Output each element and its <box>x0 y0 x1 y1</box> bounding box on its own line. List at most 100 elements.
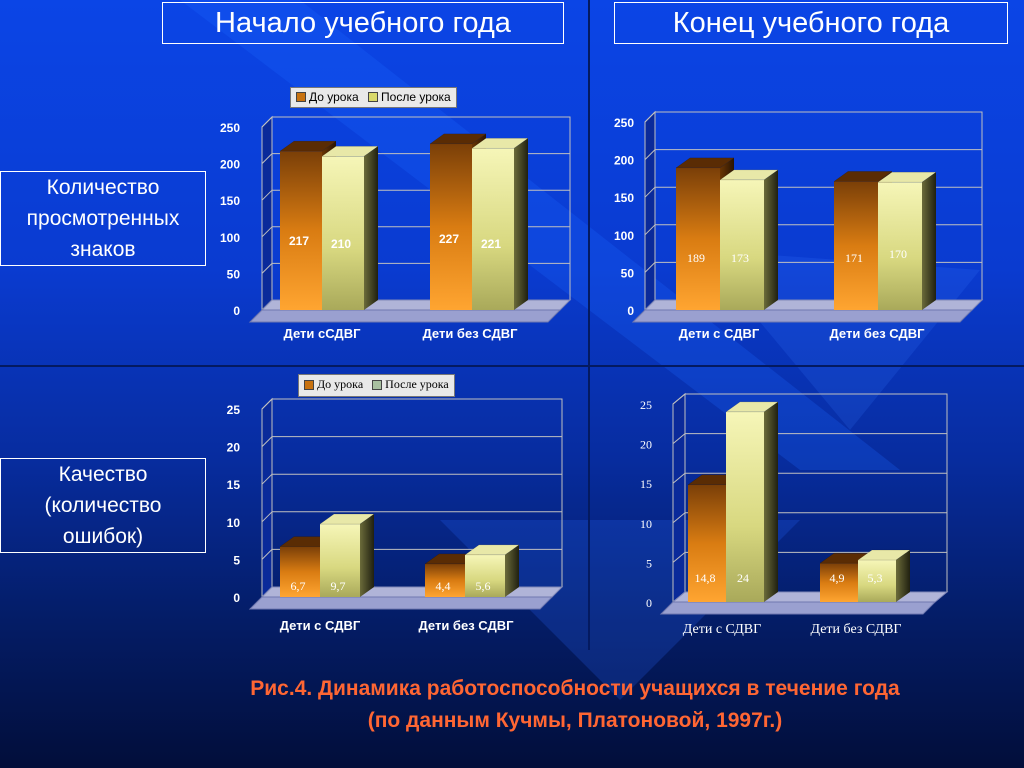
row-label-quality-line1: Качество <box>58 463 148 486</box>
chart2-y-tick-label: 150 <box>614 191 634 205</box>
chart2-data-label: 173 <box>731 251 749 265</box>
chart2-bar-side <box>764 169 778 310</box>
chart3-grid-diag <box>261 436 273 447</box>
chart1-y-tick-label: 0 <box>233 304 240 318</box>
chart4-y-tick-label: 15 <box>640 477 652 491</box>
row-label-count-line1: Количество <box>46 176 160 199</box>
chart3-y-tick-label: 10 <box>227 516 241 530</box>
chart1-category-label: Дети сСДВГ <box>284 326 362 341</box>
chart4-grid-diag <box>672 512 686 524</box>
chart3-y-tick-label: 20 <box>227 441 241 455</box>
chart3-grid-diag <box>261 549 273 560</box>
chart2-y-tick-label: 100 <box>614 229 634 243</box>
legend-label-after: После урока <box>381 90 451 104</box>
chart3-y-tick-label: 5 <box>233 553 240 567</box>
chart4-left-wall <box>672 392 686 604</box>
chart4-bar <box>726 411 764 602</box>
row-label-count-line2: просмотренных <box>26 207 180 230</box>
chart2-grid-diag <box>644 186 656 198</box>
chart2-bar <box>720 179 764 310</box>
horizontal-divider <box>0 365 1024 367</box>
chart1-bar-top <box>321 146 379 157</box>
chart3-y-tick-label: 0 <box>233 591 240 605</box>
chart3-bar <box>425 563 465 597</box>
chart1-grid-diag <box>261 263 273 274</box>
chart1-y-tick-label: 100 <box>220 231 240 245</box>
chart2-data-label: 171 <box>845 251 863 265</box>
chart3-data-label: 4,4 <box>436 579 451 593</box>
chart1-bar-side <box>514 138 528 310</box>
chart2-y-tick-label: 250 <box>614 116 634 130</box>
chart3-grid-diag <box>261 511 273 523</box>
chart2-bar-top <box>719 169 779 181</box>
chart1-bar-top <box>429 133 487 145</box>
chart3-grid-diag <box>261 398 273 410</box>
chart3-y-tick-label: 15 <box>227 478 241 492</box>
chart2-category-label: Дети с СДВГ <box>679 326 760 341</box>
caption-line1: Рис.4. Динамика работоспособности учащих… <box>250 677 900 700</box>
chart4-y-tick-label: 0 <box>646 596 652 610</box>
row-label-quality: Качество (количество ошибок) <box>0 458 206 553</box>
vertical-divider <box>588 0 590 650</box>
chart4-y-tick-label: 25 <box>640 398 652 412</box>
chart1-y-tick-label: 50 <box>227 267 241 281</box>
chart2-y-tick-label: 50 <box>621 266 635 280</box>
chart2-category-label: Дети без СДВГ <box>829 326 925 341</box>
chart4-floor-front <box>659 601 937 615</box>
chart4-bar-top <box>857 549 911 561</box>
chart1-grid-diag <box>261 226 273 238</box>
legend-item-after-2: После урока <box>372 377 449 392</box>
chart1-bar <box>430 143 472 310</box>
chart1-bar-top <box>471 137 529 149</box>
chart2-grid-diag <box>644 262 656 273</box>
chart3-bar-side <box>505 544 519 597</box>
chart4-data-label: 14,8 <box>695 571 716 585</box>
chart4-y-tick-label: 10 <box>640 517 652 531</box>
chart2-bar <box>834 181 878 310</box>
legend-swatch-before <box>296 92 306 102</box>
chart1-category-label: Дети без СДВГ <box>422 326 518 341</box>
chart1-bar <box>322 156 364 310</box>
chart2-left-wall <box>644 110 656 312</box>
chart3-grid-diag <box>261 473 273 485</box>
header-end-of-year: Конец учебного года <box>614 2 1008 44</box>
chart4-bar-top <box>725 401 779 413</box>
chart4-y-tick-label: 20 <box>640 438 652 452</box>
chart1-data-label: 227 <box>439 232 459 246</box>
chart3-left-wall <box>261 397 273 599</box>
chart2-bar-top <box>877 171 937 183</box>
row-label-count: Количество просмотренных знаков <box>0 171 206 266</box>
chart3-category-label: Дети с СДВГ <box>280 618 361 633</box>
legend-label-before-2: До урока <box>317 377 364 391</box>
chart2-bar <box>676 167 720 310</box>
legend-item-after: После урока <box>368 90 451 104</box>
chart4-y-tick-label: 5 <box>646 556 652 570</box>
legend-item-before-2: До урока <box>304 377 363 392</box>
chart1-grid-diag <box>261 153 273 164</box>
chart4-bar-side <box>764 401 778 602</box>
chart4-grid-diag <box>672 472 686 484</box>
row-label-quality-line2: (количество <box>44 494 162 517</box>
chart2-grid-diag <box>644 224 656 236</box>
chart2-grid-diag <box>644 149 656 160</box>
chart2-bar-top <box>675 157 735 169</box>
chart2-bar <box>878 182 922 310</box>
chart2-data-label: 189 <box>687 251 705 265</box>
chart3-y-tick-label: 25 <box>227 403 241 417</box>
legend-swatch-after <box>368 92 379 102</box>
legend-label-after-2: После урока <box>385 377 449 391</box>
chart2-y-tick-label: 200 <box>614 154 634 168</box>
chart4-bar <box>820 563 858 602</box>
figure-caption: Рис.4. Динамика работоспособности учащих… <box>110 673 1024 737</box>
chart1-left-wall <box>261 115 273 312</box>
legend-swatch-after-2 <box>372 379 383 390</box>
chart3-bar-side <box>360 514 374 597</box>
caption-line2: (по данным Кучмы, Платоновой, 1997г.) <box>367 709 783 732</box>
chart1-bar <box>280 151 322 310</box>
chart1-data-label: 217 <box>289 234 309 248</box>
chart4-data-label: 4,9 <box>830 571 845 585</box>
chart4-category-label: Дети с СДВГ <box>683 622 761 637</box>
chart3-data-label: 5,6 <box>476 579 491 593</box>
chart2-grid-diag <box>644 111 656 123</box>
chart1-grid-diag <box>261 189 273 201</box>
